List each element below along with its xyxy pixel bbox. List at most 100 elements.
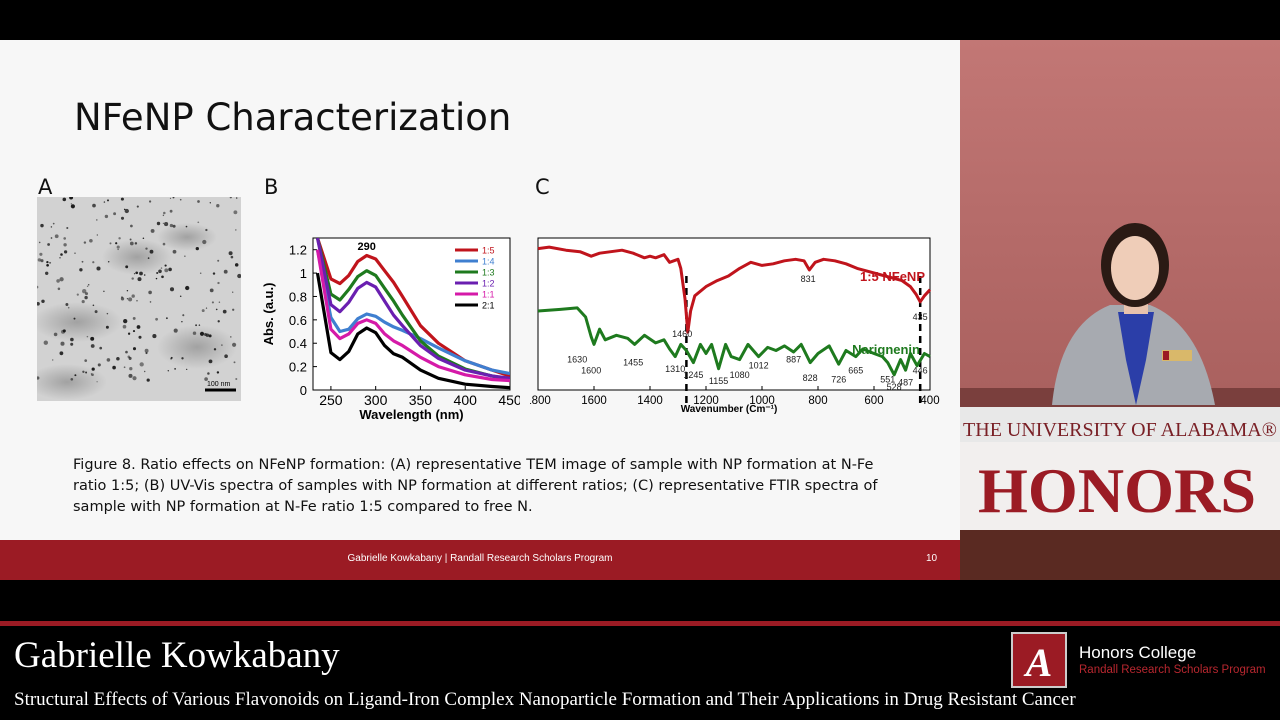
tem-particle: [198, 324, 201, 326]
tem-particle: [222, 309, 227, 314]
tem-particle: [91, 373, 94, 377]
tem-particle: [230, 255, 234, 259]
tem-particle: [81, 300, 85, 304]
tem-particle: [232, 342, 237, 347]
tem-particle: [63, 250, 68, 254]
tem-particle: [47, 243, 50, 246]
tem-particle: [59, 277, 64, 282]
uv-vis-x-tick-label: 350: [409, 392, 433, 408]
ftir-peak-label: 1155: [709, 376, 728, 386]
tem-particle: [70, 337, 74, 342]
ftir-x-tick-label: 1400: [637, 395, 663, 407]
ftir-peak-label: 1455: [623, 358, 643, 368]
tem-particle: [125, 350, 128, 354]
tem-particle: [215, 308, 218, 311]
panel-a-label: A: [38, 175, 53, 199]
tem-particle: [212, 272, 216, 275]
ftir-series-line: [537, 306, 931, 377]
tem-particle: [104, 214, 109, 219]
tem-particle: [230, 336, 232, 338]
uv-vis-x-tick-label: 450: [498, 392, 520, 408]
tem-particle: [136, 299, 138, 302]
college-name: Honors College: [1079, 643, 1197, 662]
tem-particle: [53, 332, 58, 337]
tem-particle: [133, 273, 136, 275]
tem-particle: [211, 301, 214, 304]
tem-particle: [167, 369, 170, 372]
ftir-peak-label: 828: [803, 373, 818, 383]
tem-particle: [38, 241, 41, 244]
script-a-icon: A: [1023, 640, 1053, 685]
tem-particle: [173, 328, 178, 333]
tem-particle: [120, 197, 124, 201]
speaker-face: [1111, 236, 1159, 300]
tem-particle: [139, 362, 144, 367]
tem-particle: [109, 242, 112, 245]
uv-vis-y-tick-label: 0.6: [289, 313, 307, 328]
tem-particle: [172, 224, 176, 228]
figure-caption: Figure 8. Ratio effects on NFeNP formati…: [73, 457, 878, 515]
tem-particle: [156, 271, 159, 275]
tem-particle: [74, 252, 76, 254]
ftir-x-tick-label: 600: [864, 395, 883, 407]
tem-particle: [209, 202, 211, 204]
uv-vis-series-line: [315, 249, 510, 383]
tem-particle: [60, 341, 65, 346]
podium-banner-text: THE UNIVERSITY OF ALABAMA®: [963, 419, 1277, 441]
tem-particle: [105, 325, 109, 329]
podium-honors-word: HONORS: [978, 455, 1256, 526]
tem-particle: [233, 361, 236, 364]
ftir-peak-label: 446: [913, 365, 928, 375]
tem-particle: [92, 261, 95, 264]
tem-particle: [70, 203, 73, 205]
tem-particle: [115, 242, 118, 245]
tem-particle: [163, 211, 166, 215]
uv-vis-y-tick-label: 1.2: [289, 243, 307, 258]
tem-particle: [86, 285, 89, 288]
tem-particle: [82, 370, 85, 373]
tem-particle: [221, 344, 223, 346]
ftir-peak-label: 665: [848, 365, 863, 375]
tem-particle: [132, 316, 136, 320]
tem-particle: [52, 222, 55, 225]
ftir-peak-label: 487: [898, 377, 913, 387]
tem-particle: [208, 359, 213, 364]
slide-footer-credit: Gabrielle Kowkabany | Randall Research S…: [347, 553, 613, 564]
tem-particle: [149, 249, 154, 254]
tem-particle: [192, 331, 197, 335]
tem-particle: [135, 271, 139, 275]
speaker-video: THE UNIVERSITY OF ALABAMA® HONORS: [960, 40, 1280, 580]
tem-particle: [92, 203, 96, 208]
ftir-plot-area: [537, 237, 931, 391]
tem-particle: [37, 285, 39, 289]
tem-particle: [120, 216, 125, 220]
tem-particle: [145, 352, 148, 355]
tem-particle: [164, 264, 167, 267]
tem-particle: [103, 201, 106, 203]
uv-vis-series-line: [315, 272, 510, 390]
tem-particle: [82, 289, 87, 294]
tem-particle: [149, 301, 152, 303]
tem-particle: [129, 367, 133, 371]
tem-particle: [179, 198, 182, 201]
tem-particle: [161, 275, 164, 279]
ftir-series-label: 1:5 NFeNP: [860, 269, 925, 284]
tem-particle: [59, 256, 61, 259]
uv-vis-legend-label: 2:1: [482, 301, 495, 311]
uv-vis-y-tick-label: 0.8: [289, 289, 307, 304]
uv-vis-legend-label: 1:4: [482, 257, 495, 267]
svg-text:A: A: [1023, 640, 1053, 685]
tem-particle: [116, 357, 120, 361]
tem-particle: [127, 355, 131, 359]
tem-particle: [130, 224, 133, 228]
tem-particle: [197, 200, 200, 203]
tem-particle: [169, 223, 174, 228]
tem-particle: [56, 279, 60, 283]
tem-particle: [128, 373, 133, 378]
uv-vis-x-axis-label: Wavelength (nm): [359, 407, 463, 422]
tem-particle: [37, 301, 40, 306]
ftir-series-line: [537, 245, 932, 334]
tem-particle: [89, 239, 93, 243]
tem-particle: [235, 197, 238, 199]
ftir-x-tick-label: 800: [808, 395, 827, 407]
